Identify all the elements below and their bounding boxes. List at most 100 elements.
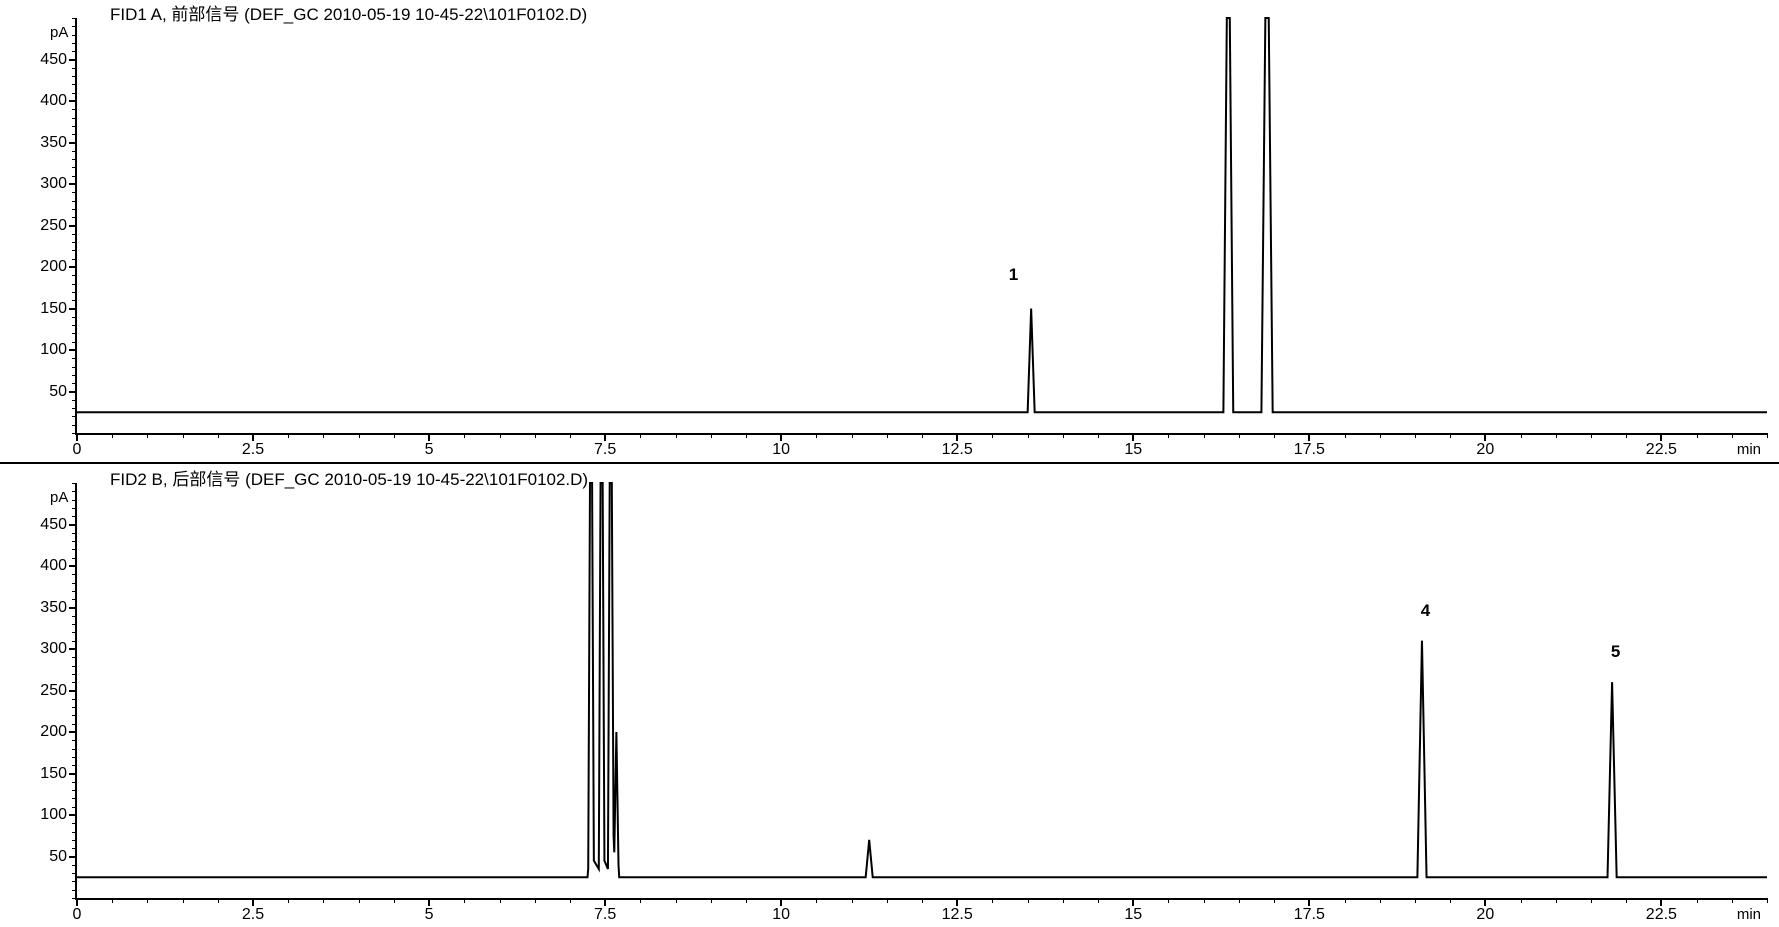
- y-tick-minor: [72, 26, 77, 27]
- y-tick-minor: [72, 284, 77, 285]
- y-tick-minor: [72, 715, 77, 716]
- y-tick-minor: [72, 201, 77, 202]
- y-tick-minor: [72, 275, 77, 276]
- x-axis-unit: min: [1737, 906, 1761, 923]
- x-tick-label: 5: [425, 906, 434, 924]
- y-tick-minor: [72, 400, 77, 401]
- x-tick: [76, 898, 78, 906]
- x-tick-minor: [1450, 898, 1451, 903]
- y-tick-minor: [72, 242, 77, 243]
- y-tick-minor: [72, 873, 77, 874]
- x-tick-minor: [1168, 898, 1169, 903]
- y-tick-minor: [72, 591, 77, 592]
- x-tick-minor: [816, 433, 817, 438]
- x-tick-minor: [711, 898, 712, 903]
- y-tick-minor: [72, 18, 77, 19]
- y-tick-label: 50: [27, 848, 67, 866]
- x-tick-minor: [887, 433, 888, 438]
- peak-label: 5: [1611, 642, 1620, 662]
- x-tick: [1132, 433, 1134, 441]
- y-tick-minor: [72, 616, 77, 617]
- x-tick-label: 2.5: [242, 441, 264, 459]
- y-tick-minor: [72, 674, 77, 675]
- y-tick-minor: [72, 209, 77, 210]
- x-tick-label: 15: [1124, 906, 1142, 924]
- y-tick-minor: [72, 68, 77, 69]
- y-tick: [69, 565, 77, 567]
- x-tick-minor: [1098, 898, 1099, 903]
- y-tick-minor: [72, 259, 77, 260]
- x-tick-minor: [1556, 898, 1557, 903]
- x-tick-minor: [1521, 433, 1522, 438]
- x-tick-minor: [1732, 898, 1733, 903]
- y-tick-minor: [72, 699, 77, 700]
- x-tick-label: 12.5: [942, 906, 973, 924]
- y-tick-minor: [72, 425, 77, 426]
- x-tick: [1484, 898, 1486, 906]
- y-axis-unit: pA: [50, 24, 68, 41]
- x-tick: [1484, 433, 1486, 441]
- y-tick-minor: [72, 823, 77, 824]
- y-tick-minor: [72, 790, 77, 791]
- y-tick-label: 350: [27, 599, 67, 617]
- x-tick-minor: [992, 433, 993, 438]
- y-tick-label: 100: [27, 341, 67, 359]
- peak-label: 1: [1009, 265, 1018, 285]
- x-tick-minor: [1415, 433, 1416, 438]
- x-tick: [780, 433, 782, 441]
- trace-path: [77, 18, 1767, 412]
- x-tick: [956, 898, 958, 906]
- y-tick: [69, 773, 77, 775]
- chromatogram-trace: [77, 18, 1767, 433]
- y-tick-minor: [72, 358, 77, 359]
- y-tick-minor: [72, 217, 77, 218]
- y-tick-minor: [72, 192, 77, 193]
- x-tick-minor: [535, 898, 536, 903]
- y-tick-minor: [72, 367, 77, 368]
- x-tick-minor: [887, 898, 888, 903]
- y-tick-minor: [72, 35, 77, 36]
- y-tick-minor: [72, 159, 77, 160]
- x-tick-minor: [746, 898, 747, 903]
- y-tick-minor: [72, 408, 77, 409]
- y-tick-minor: [72, 599, 77, 600]
- y-tick-minor: [72, 151, 77, 152]
- x-tick-label: 0: [73, 906, 82, 924]
- y-tick-minor: [72, 583, 77, 584]
- y-tick-label: 400: [27, 92, 67, 110]
- y-tick-label: 150: [27, 765, 67, 783]
- x-tick-minor: [746, 433, 747, 438]
- y-tick: [69, 391, 77, 393]
- x-axis-unit: min: [1737, 441, 1761, 458]
- x-tick-minor: [1732, 433, 1733, 438]
- x-tick-minor: [992, 898, 993, 903]
- x-tick-minor: [922, 433, 923, 438]
- y-tick-label: 450: [27, 516, 67, 534]
- x-tick-minor: [394, 433, 395, 438]
- x-tick-minor: [500, 898, 501, 903]
- y-tick-minor: [72, 749, 77, 750]
- x-tick-minor: [1274, 898, 1275, 903]
- y-tick-minor: [72, 491, 77, 492]
- y-tick: [69, 524, 77, 526]
- x-tick-label: 20: [1476, 906, 1494, 924]
- y-tick-minor: [72, 134, 77, 135]
- x-tick-minor: [1626, 898, 1627, 903]
- x-tick-minor: [1380, 433, 1381, 438]
- x-tick: [252, 898, 254, 906]
- x-tick-minor: [1556, 433, 1557, 438]
- x-tick-minor: [711, 433, 712, 438]
- x-tick-minor: [1063, 433, 1064, 438]
- y-tick-minor: [72, 234, 77, 235]
- x-tick-minor: [183, 898, 184, 903]
- y-tick: [69, 607, 77, 609]
- y-tick-minor: [72, 292, 77, 293]
- y-tick-minor: [72, 176, 77, 177]
- page: FID1 A, 前部信号 (DEF_GC 2010-05-19 10-45-22…: [0, 0, 1779, 927]
- y-tick-label: 200: [27, 723, 67, 741]
- y-tick: [69, 856, 77, 858]
- x-tick: [76, 433, 78, 441]
- x-tick-minor: [852, 898, 853, 903]
- y-tick-minor: [72, 848, 77, 849]
- x-tick-label: 22.5: [1646, 906, 1677, 924]
